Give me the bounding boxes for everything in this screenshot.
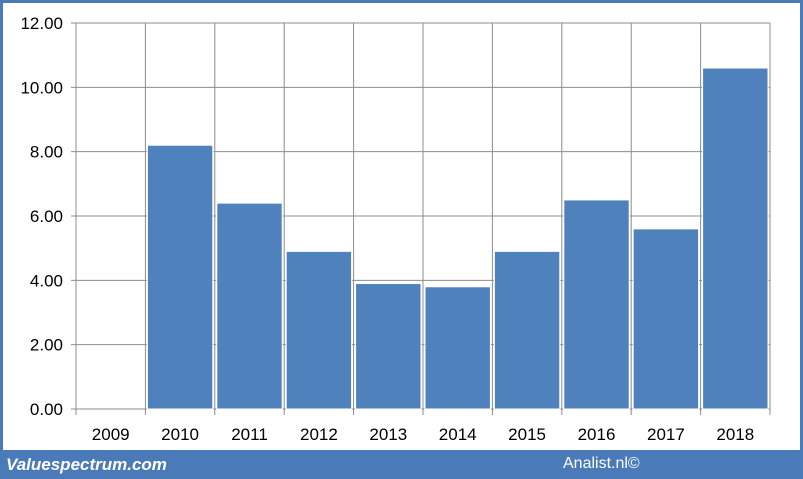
bar-2010	[146, 144, 214, 410]
x-tick-label: 2017	[647, 425, 685, 444]
x-tick-label: 2011	[231, 425, 268, 444]
y-tick-label: 10.00	[20, 78, 63, 97]
x-tick-label: 2018	[716, 425, 754, 444]
x-tick-label: 2015	[508, 425, 546, 444]
bar-2014	[424, 286, 491, 410]
y-tick-label: 12.00	[20, 14, 63, 33]
bar-2018	[702, 67, 769, 410]
bars	[146, 67, 769, 410]
x-tick-label: 2016	[578, 425, 616, 444]
x-tick-label: 2012	[300, 425, 338, 444]
footer-brand-valuespectrum: Valuespectrum.com	[6, 455, 167, 474]
bar-2017	[632, 228, 700, 410]
y-axis-ticks: 0.00 2.00 4.00 6.00 8.00 10.00 12.00	[20, 14, 63, 419]
footer-brand-analist: Analist.nl©	[563, 455, 640, 472]
bar-2011	[216, 202, 283, 410]
x-tick-label: 2014	[439, 425, 477, 444]
y-tick-label: 2.00	[30, 336, 63, 355]
x-tick-label: 2009	[92, 425, 130, 444]
bar-2013	[355, 283, 422, 410]
x-axis-ticks: 2009 2010 2011 2012 2013 2014 2015 2016 2017 2018	[92, 425, 754, 444]
y-tick-label: 4.00	[30, 271, 63, 290]
x-tick-label: 2013	[369, 425, 407, 444]
bar-2015	[493, 250, 561, 410]
y-tick-label: 8.00	[30, 143, 63, 162]
x-tick-label: 2010	[161, 425, 199, 444]
bar-2012	[285, 250, 353, 410]
y-tick-label: 0.00	[30, 400, 63, 419]
bar-2016	[563, 199, 630, 410]
y-tick-label: 6.00	[30, 207, 63, 226]
grid-lines	[71, 22, 771, 415]
plot-panel: 0.00 2.00 4.00 6.00 8.00 10.00 12.00 2009 2010 2…	[3, 3, 800, 450]
